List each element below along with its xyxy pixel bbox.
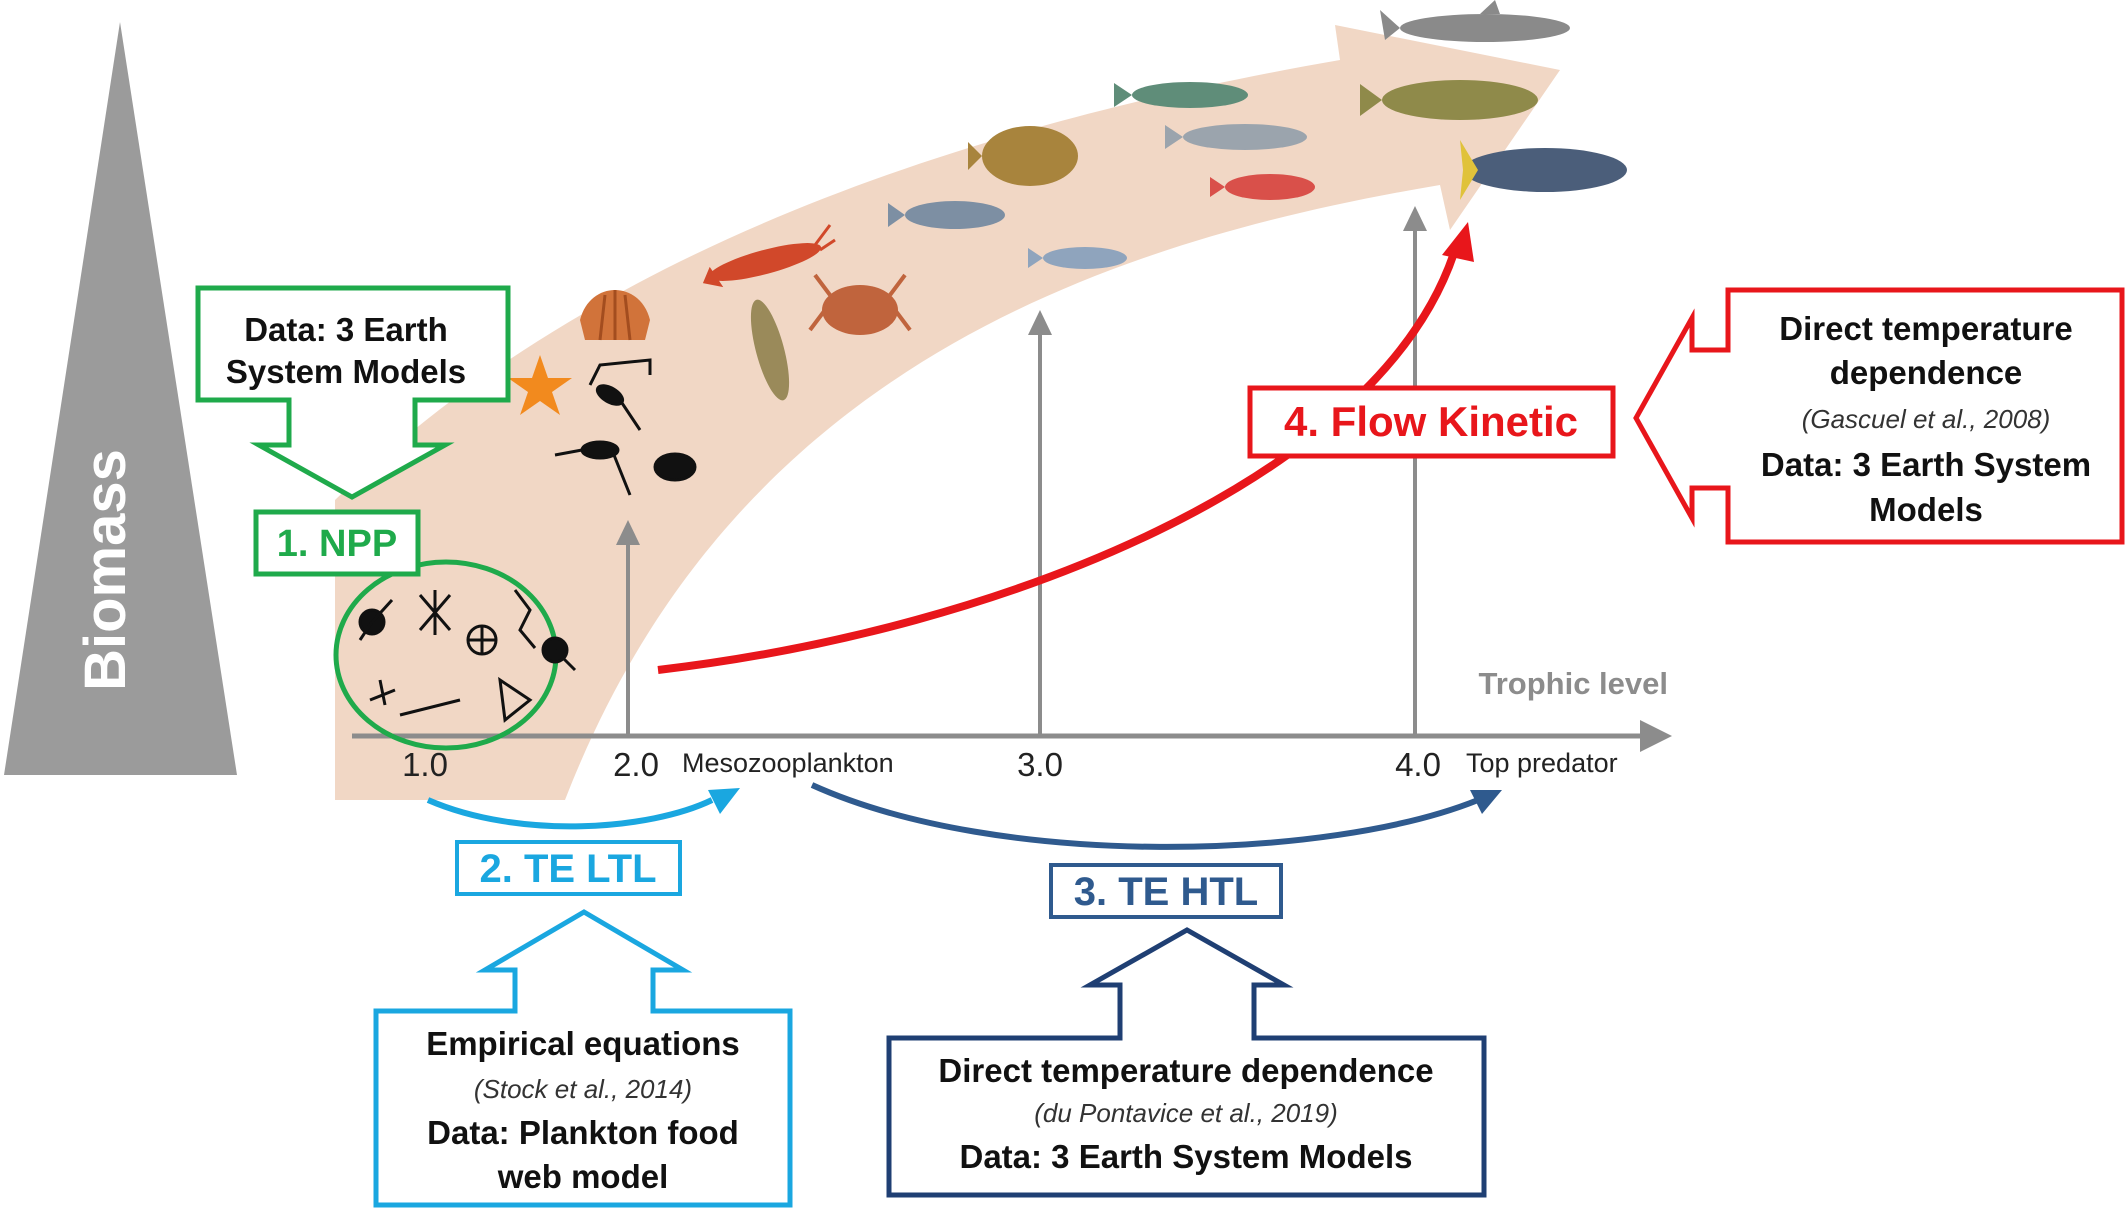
flow-kinetic-arrowhead xyxy=(1442,222,1474,262)
te-htl-label: 3. TE HTL xyxy=(1074,870,1258,914)
tl2-arrowhead xyxy=(616,520,640,545)
npp-source-line1: Data: 3 Earth xyxy=(244,311,448,348)
te-htl-label-box xyxy=(1049,863,1283,919)
mackerel-icon xyxy=(1114,82,1248,108)
htl-source-citation: (du Pontavice et al., 2019) xyxy=(1034,1098,1338,1128)
te-ltl-arrowhead xyxy=(708,788,740,814)
herring-icon xyxy=(888,201,1005,229)
trophic-axis-arrowhead xyxy=(1640,720,1672,752)
npp-source-callout xyxy=(195,285,511,500)
tick-3: 3.0 xyxy=(1017,746,1063,783)
tuna-icon xyxy=(1460,140,1627,200)
top-predator-label: Top predator xyxy=(1466,748,1618,778)
flow-kinetic-label: 4. Flow Kinetic xyxy=(1284,398,1578,445)
flow-source-line3: Data: 3 Earth System xyxy=(1761,446,2091,483)
tl3-arrowhead xyxy=(1028,310,1052,335)
flow-source-citation: (Gascuel et al., 2008) xyxy=(1802,404,2051,434)
mesozooplankton-label: Mesozooplankton xyxy=(682,748,894,778)
trophic-flow-band xyxy=(335,25,1560,800)
zooplankton-icon xyxy=(554,358,697,496)
ltl-source-line1: Empirical equations xyxy=(426,1025,740,1062)
red-mullet-icon xyxy=(1210,174,1315,200)
hake-icon xyxy=(1165,124,1307,150)
flow-kinetic-arrow xyxy=(657,248,1459,674)
ltl-source-callout xyxy=(373,909,793,1208)
tick-2: 2.0 xyxy=(613,746,659,783)
starfish-icon xyxy=(508,355,572,415)
te-htl-arrow xyxy=(810,782,1480,850)
cod-icon xyxy=(1360,80,1538,120)
sprat-icon xyxy=(1028,247,1127,269)
flow-source-callout xyxy=(1633,287,2125,545)
te-ltl-arrow xyxy=(426,797,714,830)
axis-title: Trophic level xyxy=(1478,666,1668,701)
htl-source-callout xyxy=(886,927,1487,1198)
flow-kinetic-label-box xyxy=(1247,385,1616,459)
flow-source-line2: dependence xyxy=(1830,354,2023,391)
htl-source-line2: Data: 3 Earth System Models xyxy=(960,1138,1413,1175)
scallop-icon xyxy=(580,290,650,341)
te-ltl-label-box xyxy=(455,840,682,896)
tick-1: 1.0 xyxy=(402,746,448,783)
tick-4: 4.0 xyxy=(1395,746,1441,783)
phytoplankton-icon xyxy=(358,589,577,723)
biomass-pyramid xyxy=(4,22,237,775)
ltl-source-citation: (Stock et al., 2014) xyxy=(474,1074,692,1104)
htl-source-line1: Direct temperature dependence xyxy=(938,1052,1433,1089)
te-ltl-label: 2. TE LTL xyxy=(479,847,656,891)
tl4-arrowhead xyxy=(1403,206,1427,231)
crab-icon xyxy=(808,273,912,335)
shrimp-icon xyxy=(750,299,790,401)
npp-label-box xyxy=(253,509,421,577)
biomass-label: Biomass xyxy=(73,449,138,691)
ltl-source-line3: web model xyxy=(497,1158,669,1195)
fish-icons xyxy=(888,0,1627,269)
flow-source-line4: Models xyxy=(1869,491,1983,528)
te-htl-arrowhead xyxy=(1470,790,1502,814)
npp-label: 1. NPP xyxy=(277,523,397,565)
flow-source-line1: Direct temperature xyxy=(1779,310,2072,347)
npp-source-line2: System Models xyxy=(226,353,466,390)
shark-icon xyxy=(1380,0,1570,42)
ltl-source-line2: Data: Plankton food xyxy=(427,1114,739,1151)
lobster-icon xyxy=(702,224,836,288)
flatfish-icon xyxy=(968,126,1078,186)
